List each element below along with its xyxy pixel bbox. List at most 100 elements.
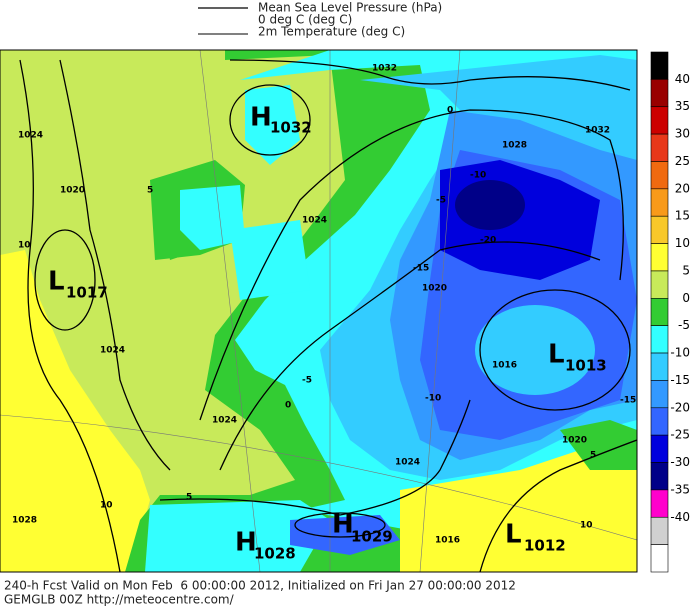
colorbar-label: 0 [682, 291, 690, 305]
colorbar-swatch [650, 325, 669, 354]
pressure-center-letter: H [332, 510, 354, 540]
colorbar-swatch [650, 462, 669, 491]
colorbar-label: 40 [675, 72, 690, 86]
temp-field [145, 500, 330, 572]
isobar [229, 84, 311, 156]
contour-label: -5 [302, 376, 312, 386]
colorbar-swatch [650, 270, 669, 299]
contour-label: -20 [480, 236, 496, 246]
colorbar-label: 30 [675, 127, 690, 141]
colorbar-label: -40 [670, 510, 690, 524]
temp-field [475, 305, 595, 395]
colorbar-swatch [650, 161, 669, 190]
colorbar-label: 10 [675, 236, 690, 250]
legend-text: 2m Temperature (deg C) [258, 25, 405, 39]
pressure-center-value: 1012 [524, 537, 566, 555]
contour-label: 10 [100, 501, 113, 511]
pressure-center-letter: H [250, 103, 272, 133]
contour-label: 0 [447, 106, 453, 116]
isobar [219, 241, 601, 471]
contour-label: 0 [285, 401, 291, 411]
contour-label: 1024 [100, 346, 125, 356]
pressure-center-value: 1013 [565, 357, 607, 375]
contour-label: 1028 [12, 516, 37, 526]
temp-field [180, 85, 310, 300]
colorbar-swatch [650, 79, 669, 108]
colorbar-label: -5 [678, 318, 690, 332]
colorbar-label: -10 [670, 346, 690, 360]
colorbar-label: -25 [670, 428, 690, 442]
contour-label: 1024 [395, 458, 420, 468]
colorbar-swatch [650, 489, 669, 518]
contour-label: 1032 [585, 126, 610, 136]
temp-field [560, 420, 637, 470]
colorbar-swatch [650, 298, 669, 326]
contour-label: 5 [147, 186, 153, 196]
pressure-center-value: 1017 [66, 284, 108, 302]
contour-label: -5 [436, 196, 446, 206]
pressure-center-value: 1032 [270, 119, 312, 137]
pressure-center-letter: L [548, 340, 565, 370]
temp-field [290, 515, 400, 555]
isobar [34, 229, 96, 331]
graticule [0, 50, 637, 572]
contour-label: 10 [18, 241, 31, 251]
legend-text: Mean Sea Level Pressure (hPa) [258, 1, 442, 15]
contour-label: 1024 [18, 131, 43, 141]
temp-field [0, 250, 150, 572]
legend-text: 0 deg C (deg C) [258, 13, 352, 27]
isobar [159, 399, 471, 516]
colorbar-label: -30 [670, 455, 690, 469]
isobar [229, 59, 631, 91]
isobar [19, 59, 121, 572]
colorbar-label: -20 [670, 400, 690, 414]
pressure-center-letter: L [48, 267, 65, 297]
colorbar-swatch [650, 516, 669, 545]
contour-label: 1020 [422, 284, 447, 294]
contour-label: 1024 [302, 216, 327, 226]
colorbar-label: 35 [675, 99, 690, 113]
colorbar-swatch [650, 188, 669, 217]
pressure-center-letter: L [505, 520, 522, 550]
colorbar-swatch [650, 51, 669, 80]
colorbar-swatch [650, 380, 669, 409]
contour-label: -15 [620, 396, 636, 406]
colorbar-swatch [650, 544, 669, 573]
colorbar: 40 35 30 25 20 15 10 5 0 -5 -10 -15 -20 -25 -30 -35 -40 [650, 51, 690, 573]
colorbar-label: 5 [682, 263, 690, 277]
contour-label: 1032 [372, 64, 397, 74]
pressure-center-value: 1029 [351, 528, 393, 546]
colorbar-label: 20 [675, 181, 690, 195]
temp-field [455, 180, 525, 230]
colorbar-swatch [650, 215, 669, 244]
isobar [59, 59, 171, 471]
isobar [479, 289, 631, 411]
contour-label: 1020 [60, 186, 85, 196]
footer-text: GEMGLB 00Z http://meteocentre.com/ [4, 593, 235, 607]
contour-label: 5 [590, 451, 596, 461]
colorbar-swatch [650, 106, 669, 135]
colorbar-label: -15 [670, 373, 690, 387]
contour-label: -15 [413, 264, 429, 274]
contour-label: -10 [470, 171, 486, 181]
map: H 1032 L 1017 L 1013 H 1028 H 1029 L 101… [0, 49, 638, 573]
pressure-center-value: 1028 [254, 545, 296, 563]
contour-label: 1020 [562, 436, 587, 446]
contour-label: 1028 [502, 141, 527, 151]
isobar [199, 109, 624, 421]
colorbar-label: 25 [675, 154, 690, 168]
contour-label: 5 [186, 493, 192, 503]
colorbar-swatch [650, 352, 669, 381]
contour-label: 1016 [435, 536, 460, 546]
contour-label: 1024 [212, 416, 237, 426]
footer-text: 240-h Fcst Valid on Mon Feb 6 00:00:00 2… [4, 579, 516, 593]
map-frame [0, 49, 638, 573]
isobar [294, 512, 386, 538]
colorbar-label: 15 [675, 209, 690, 223]
pressure-center-letter: H [235, 528, 257, 558]
contour-label: 1016 [492, 361, 517, 371]
colorbar-swatch [650, 243, 669, 272]
colorbar-swatch [650, 434, 669, 463]
